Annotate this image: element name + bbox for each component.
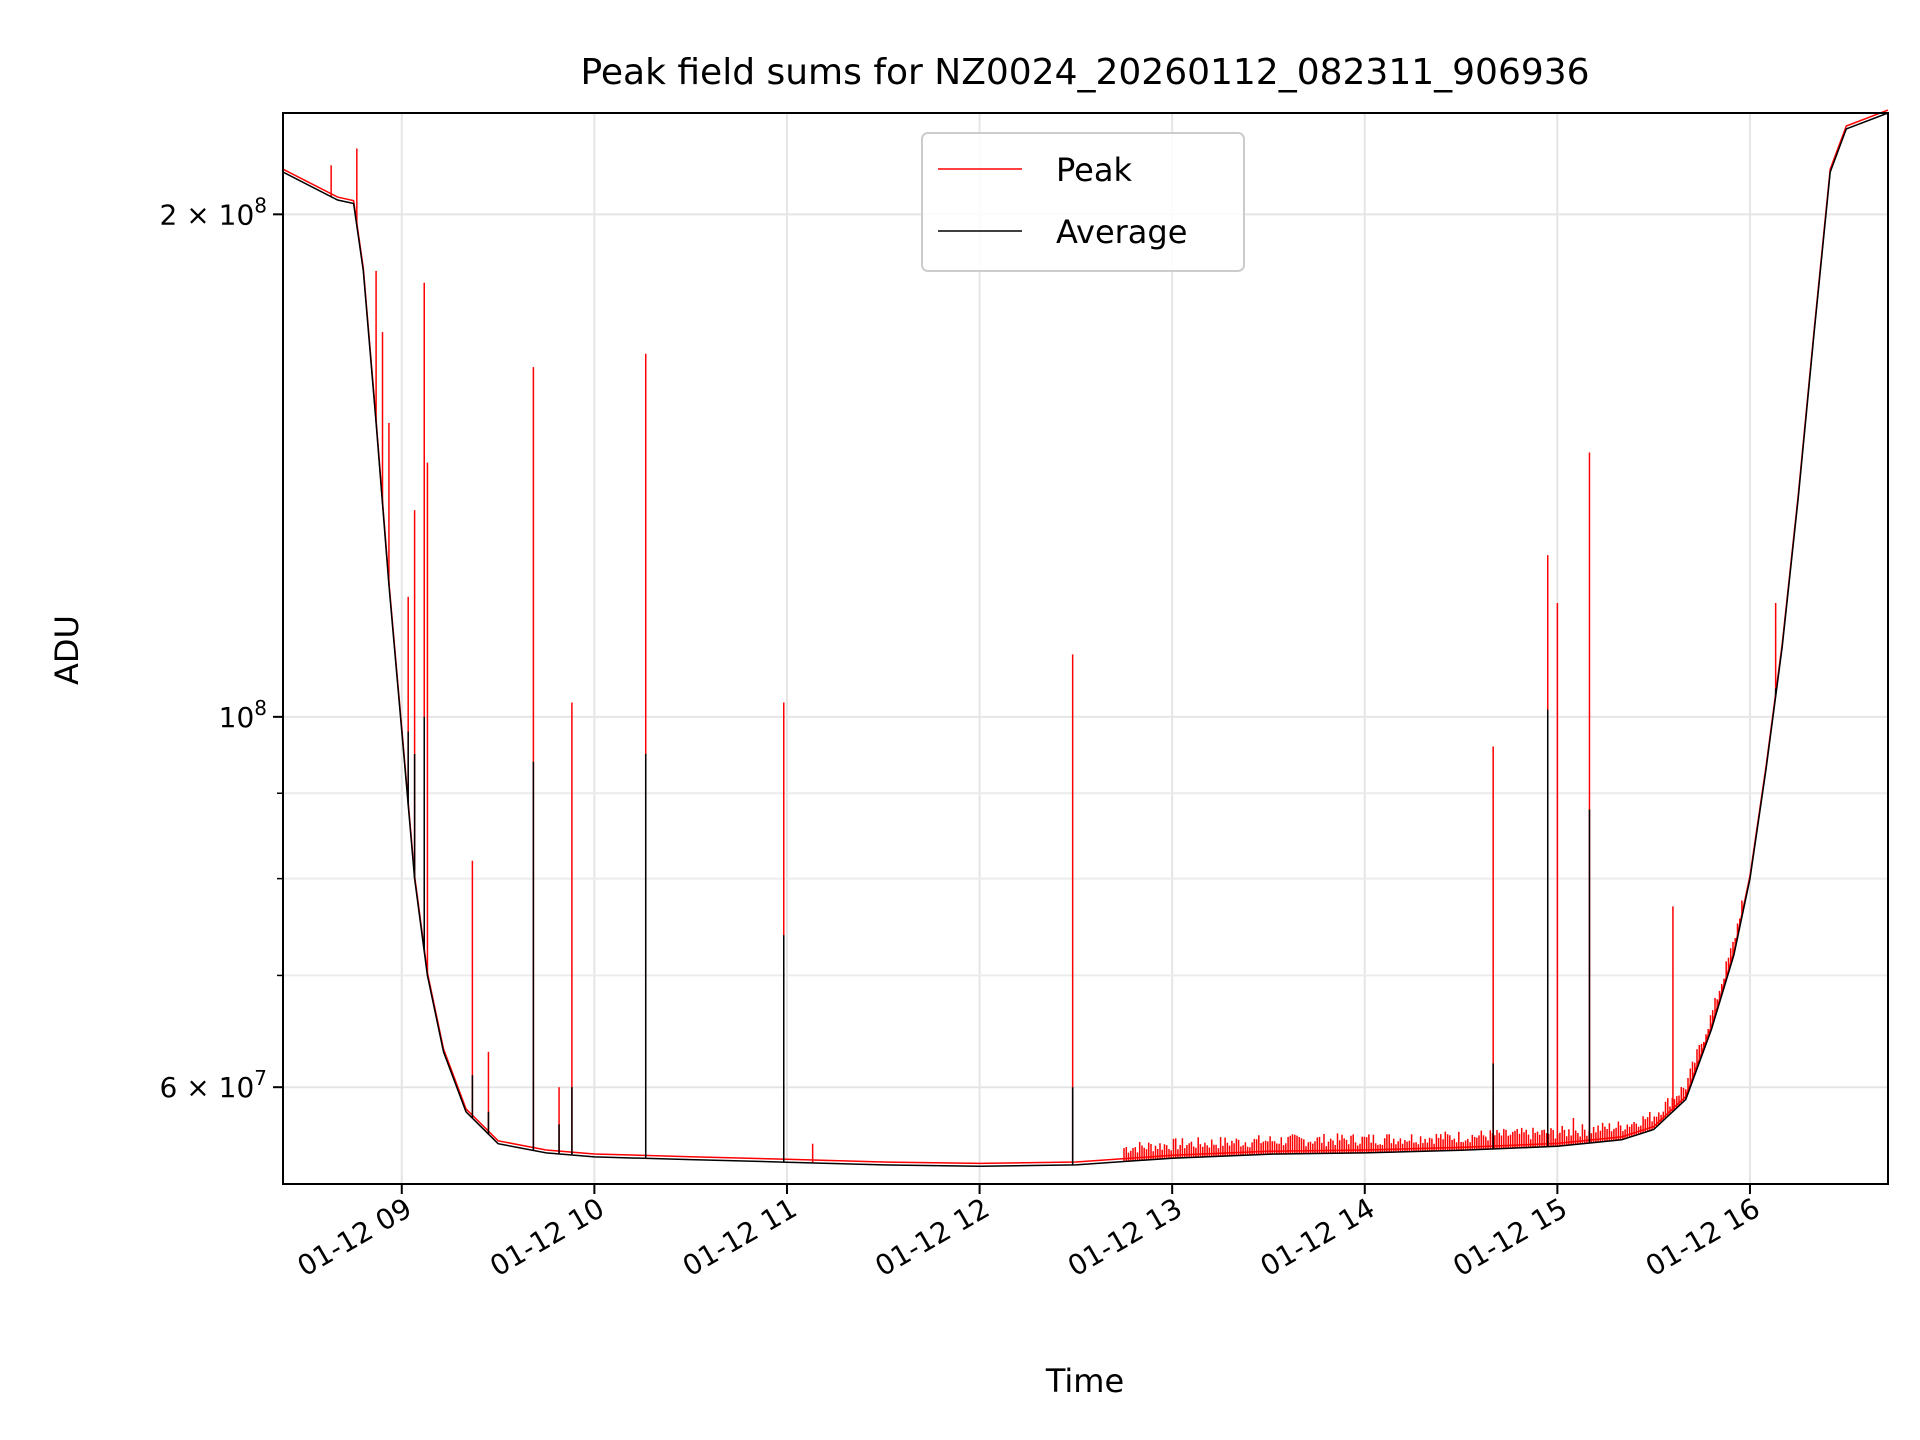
legend-box xyxy=(921,132,1245,272)
y-tick-exponent: 7 xyxy=(254,1066,267,1090)
x-tick-label: 01-12 11 xyxy=(677,1191,803,1283)
y-tick-base: 6 × 10 xyxy=(160,1071,255,1104)
x-tick-label: 01-12 13 xyxy=(1062,1191,1188,1283)
y-axis-label: ADU xyxy=(48,615,86,685)
y-tick-label: 2 × 108 xyxy=(160,193,267,231)
chart-title: Peak field sums for NZ0024_20260112_0823… xyxy=(580,52,1589,93)
series-layer xyxy=(282,109,1889,1168)
legend-label-peak: Peak xyxy=(1056,151,1132,189)
x-tick-label: 01-12 09 xyxy=(292,1191,418,1283)
x-tick-label: 01-12 14 xyxy=(1255,1191,1381,1283)
x-axis-ticks: 01-12 09 01-12 10 01-12 11 01-12 12 01-12 13… xyxy=(292,1184,1766,1283)
x-tick-label: 01-12 10 xyxy=(484,1191,610,1283)
x-tick-label: 01-12 15 xyxy=(1447,1191,1573,1283)
legend-label-average: Average xyxy=(1056,213,1187,251)
grid-lines xyxy=(283,113,1888,1184)
x-tick-label: 01-12 12 xyxy=(870,1191,996,1283)
plot-frame xyxy=(282,112,1889,1185)
x-axis-label: Time xyxy=(1045,1362,1124,1400)
y-tick-exponent: 8 xyxy=(254,193,267,217)
y-tick-label: 6 × 107 xyxy=(160,1066,267,1104)
y-tick-exponent: 8 xyxy=(254,696,267,720)
y-tick-label: 108 xyxy=(219,696,267,734)
y-tick-base: 10 xyxy=(219,701,255,734)
legend: Peak Average xyxy=(921,132,1245,272)
average-line xyxy=(282,112,1889,1168)
y-tick-base: 2 × 10 xyxy=(160,198,255,231)
x-tick-label: 01-12 16 xyxy=(1640,1191,1766,1283)
peak-noise-spikes xyxy=(1123,900,1743,1162)
